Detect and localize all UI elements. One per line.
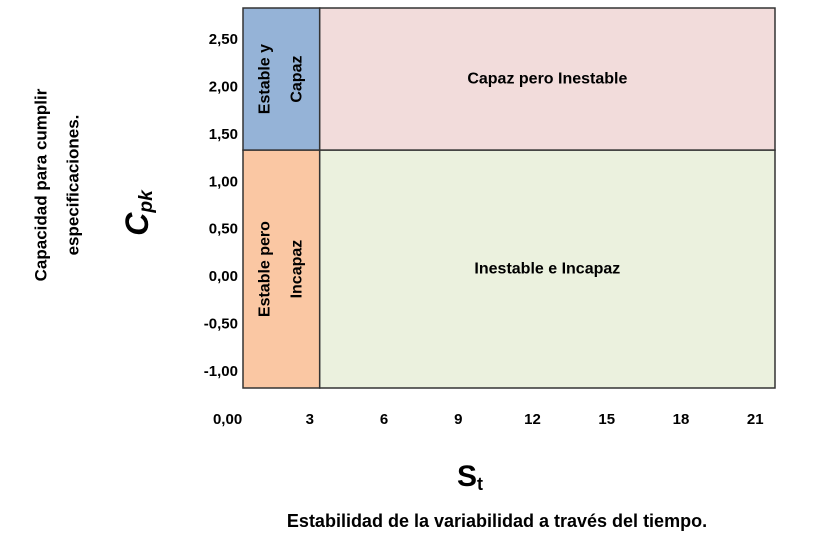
x-tick-label: 9 <box>454 411 462 428</box>
y-tick-label: 2,50 <box>209 31 238 48</box>
x-tick-label: 21 <box>747 411 764 428</box>
y-symbol-main: C <box>119 212 155 236</box>
x-tick-label: 18 <box>673 411 690 428</box>
y-tick-label: 2,00 <box>209 79 238 96</box>
y-tick-label: -1,00 <box>204 363 238 380</box>
region-label: Estable pero <box>257 221 274 317</box>
y-symbol: Cpk <box>119 189 157 236</box>
region-label: Capaz <box>289 56 306 103</box>
y-axis-label: especificaciones. <box>63 115 82 256</box>
y-tick-label: 0,50 <box>209 221 238 238</box>
x-tick-label: 15 <box>598 411 615 428</box>
x-tick-label: 3 <box>306 411 314 428</box>
x-symbol: St <box>457 460 483 494</box>
x-axis-label: Estabilidad de la variabilidad a través … <box>287 511 707 531</box>
region <box>242 7 321 151</box>
region <box>242 149 321 389</box>
x-symbol-sub: t <box>477 474 483 494</box>
region-label: Incapaz <box>289 240 306 299</box>
x-symbol-main: S <box>457 460 477 493</box>
region <box>318 149 776 389</box>
x-tick-label: 6 <box>380 411 388 428</box>
y-tick-label: -0,50 <box>204 315 238 332</box>
y-tick-label: 0,00 <box>209 268 238 285</box>
region-label: Capaz pero Inestable <box>467 70 627 87</box>
y-axis-label: Capacidad para cumplir <box>31 88 50 281</box>
y-tick-label: 1,00 <box>209 173 238 190</box>
x-tick-label: 12 <box>524 411 541 428</box>
y-symbol-sub: pk <box>136 189 157 214</box>
x-tick-label: 0,00 <box>213 411 242 428</box>
region <box>318 7 776 151</box>
region-label: Inestable e Incapaz <box>474 260 620 277</box>
y-tick-label: 1,50 <box>209 126 238 143</box>
region-label: Estable y <box>257 44 274 114</box>
